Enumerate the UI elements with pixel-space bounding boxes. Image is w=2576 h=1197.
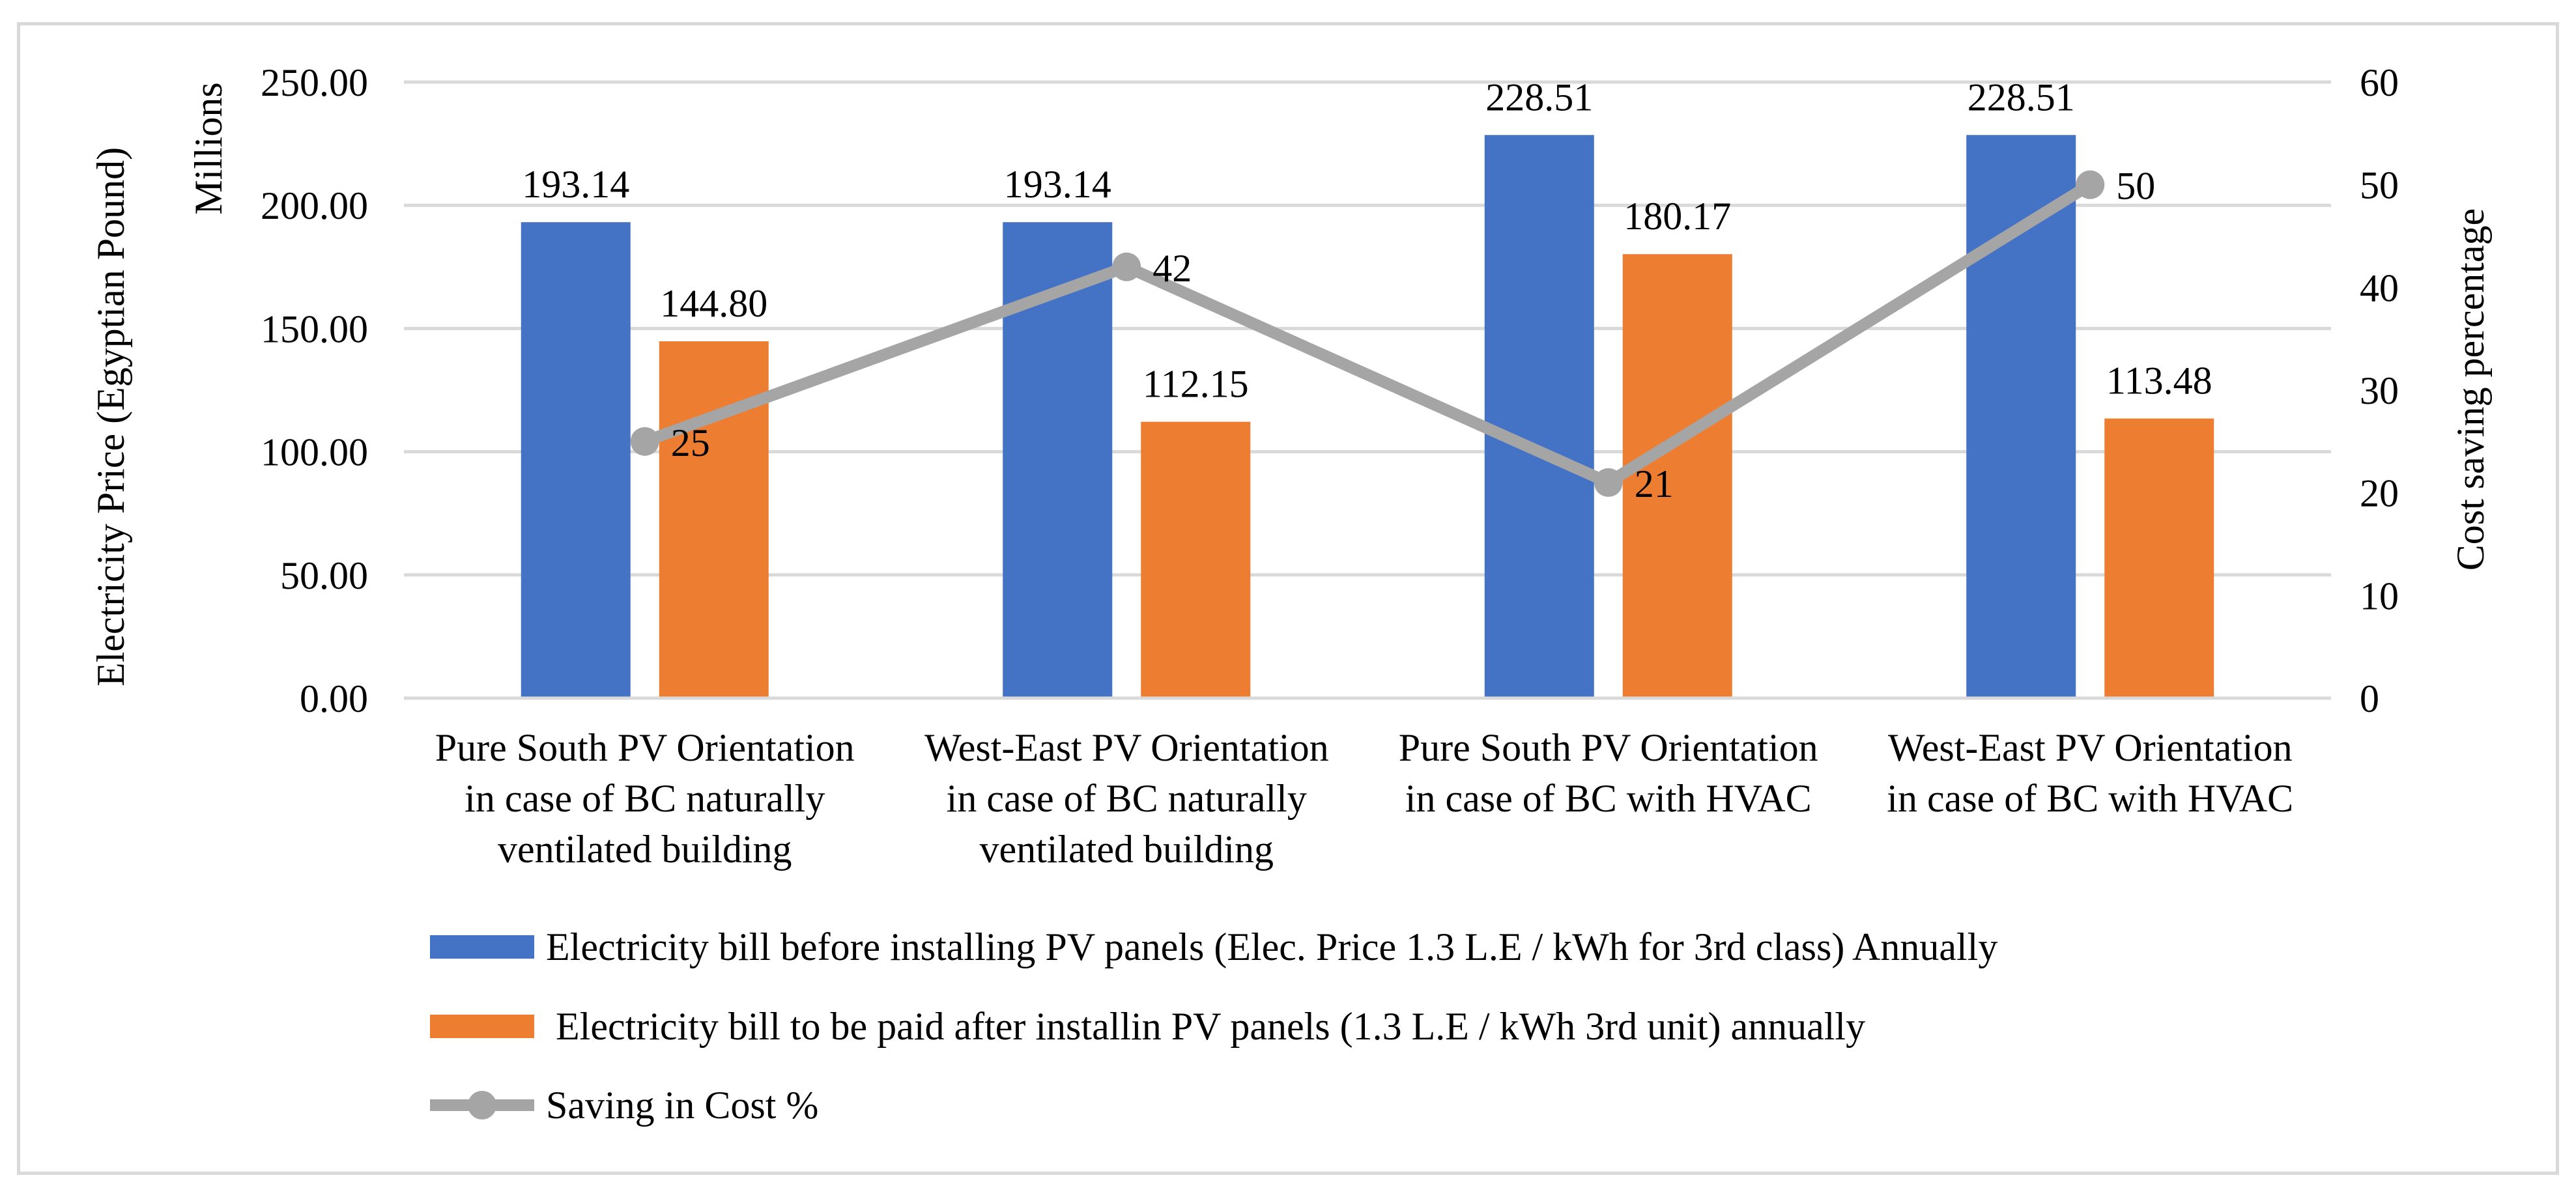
- y-left-axis-title: Electricity Price (Egyptian Pound): [89, 147, 132, 686]
- y-right-tick-label: 10: [2360, 574, 2399, 617]
- y-left-tick-label: 100.00: [261, 431, 368, 474]
- saving-marker: [2076, 170, 2105, 199]
- legend-swatch: [430, 935, 534, 959]
- legend-label: Electricity bill to be paid after instal…: [546, 1005, 1865, 1048]
- saving-line: [630, 170, 2105, 497]
- x-category-label: Pure South PV Orientation: [435, 726, 855, 769]
- bar: [1966, 135, 2076, 698]
- legend-label: Saving in Cost %: [546, 1084, 818, 1127]
- bar-value-label: 193.14: [1004, 163, 1111, 206]
- saving-value-label: 25: [671, 421, 710, 464]
- bar: [659, 341, 769, 698]
- legend: Electricity bill before installing PV pa…: [430, 925, 1997, 1127]
- bar: [1622, 254, 1732, 699]
- y-right-tick-label: 60: [2360, 61, 2399, 104]
- bar-value-label: 228.51: [1968, 76, 2075, 119]
- y-left-tick-label: 150.00: [261, 307, 368, 350]
- saving-polyline: [642, 180, 2093, 488]
- saving-marker: [1112, 252, 1141, 281]
- x-category-label: in case of BC with HVAC: [1887, 777, 2293, 820]
- saving-value-label: 42: [1152, 247, 1192, 290]
- x-category-label: West-East PV Orientation: [924, 726, 1329, 769]
- legend-marker: [468, 1091, 496, 1120]
- bar: [521, 222, 631, 699]
- x-category-label: Pure South PV Orientation: [1399, 726, 1818, 769]
- x-category-label: in case of BC with HVAC: [1405, 777, 1812, 820]
- y-left-tick-label: 0.00: [300, 677, 368, 720]
- bars: [521, 135, 2214, 699]
- saving-value-label: 50: [2116, 165, 2155, 208]
- x-category-label: ventilated building: [979, 828, 1274, 871]
- y-left-tick-label: 250.00: [261, 61, 368, 104]
- bar-value-label: 113.48: [2106, 359, 2212, 402]
- saving-value-label: 21: [1635, 462, 1674, 505]
- saving-marker: [630, 427, 659, 456]
- bar-value-label: 193.14: [522, 163, 629, 206]
- bar-value-label: 144.80: [660, 282, 767, 325]
- y-right-tick-label: 50: [2360, 164, 2399, 207]
- x-category-label: ventilated building: [498, 828, 792, 871]
- bar: [2104, 418, 2214, 698]
- bar-value-label: 180.17: [1624, 195, 1731, 238]
- y-right-tick-label: 30: [2360, 369, 2399, 412]
- bar-value-label: 112.15: [1143, 363, 1249, 406]
- legend-label: Electricity bill before installing PV pa…: [546, 925, 1997, 968]
- bar: [1141, 421, 1251, 698]
- y-right-tick-label: 0: [2360, 677, 2379, 720]
- y-right-tick-label: 40: [2360, 266, 2399, 309]
- data-labels: 193.14 193.14 228.51 228.51 144.80 112.15 180.…: [522, 76, 2212, 505]
- bar-value-label: 228.51: [1485, 76, 1593, 119]
- y-left-tick-label: 200.00: [261, 184, 368, 227]
- x-category-label: in case of BC naturally: [947, 777, 1307, 820]
- axes: Electricity Price (Egyptian Pound) Milli…: [89, 61, 2492, 871]
- y-right-tick-label: 20: [2360, 472, 2399, 515]
- legend-swatch: [430, 1015, 534, 1038]
- x-category-label: West-East PV Orientation: [1888, 726, 2293, 769]
- y-right-axis-title: Cost saving percentage: [2449, 208, 2492, 571]
- x-category-label: in case of BC naturally: [465, 777, 825, 820]
- y-left-units-label: Millions: [187, 82, 230, 214]
- bar: [1484, 135, 1594, 698]
- saving-marker: [1594, 468, 1623, 497]
- y-left-tick-label: 50.00: [280, 554, 368, 597]
